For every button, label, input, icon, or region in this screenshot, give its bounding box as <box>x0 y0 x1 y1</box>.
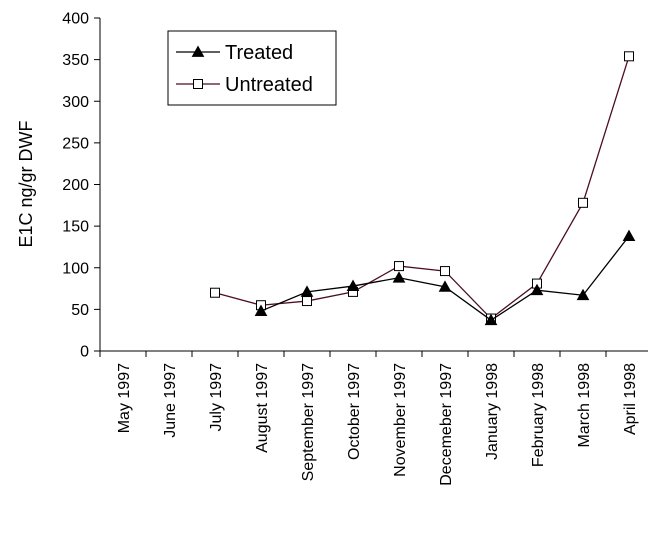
y-tick-label: 350 <box>62 52 89 69</box>
series-line-untreated <box>214 56 630 320</box>
data-point-untreated <box>302 296 312 307</box>
x-tick-label: April 1998 <box>622 363 639 435</box>
legend-marker-treated <box>191 45 205 57</box>
y-tick-label: 100 <box>62 260 89 277</box>
x-tick-label: July 1997 <box>208 363 225 432</box>
legend-marker-untreated <box>193 79 203 89</box>
axes: 0 50 100 150 200 250 300 350 400 May 1997 June 19… <box>62 11 648 486</box>
x-tick-label: March 1998 <box>576 363 593 448</box>
legend-item-treated: Treated <box>176 42 293 64</box>
legend-label-untreated: Untreated <box>225 74 313 96</box>
legend-label-treated: Treated <box>225 42 293 64</box>
x-tick-label: September 1997 <box>300 363 317 481</box>
y-tick-label: 200 <box>62 177 89 194</box>
x-tick-label: February 1998 <box>530 363 547 467</box>
legend-items: Treated Untreated <box>176 42 313 96</box>
y-tick-label: 50 <box>71 302 89 319</box>
y-axis-label: E1C ng/gr DWF <box>16 120 36 247</box>
x-tick-label: November 1997 <box>392 363 409 477</box>
data-point-treated <box>530 283 544 296</box>
y-tick-label: 0 <box>80 344 89 361</box>
legend-item-untreated: Untreated <box>176 74 313 96</box>
x-ticks: May 1997 June 1997 July 1997 August 1997 Sep… <box>99 351 639 486</box>
data-point-treated <box>438 280 452 292</box>
data-point-treated <box>622 229 636 242</box>
x-tick-label: June 1997 <box>162 363 179 438</box>
plot-area <box>210 51 636 326</box>
x-tick-label: January 1998 <box>484 363 501 460</box>
data-point-untreated <box>394 261 404 272</box>
data-point-treated <box>576 288 590 301</box>
data-point-treated <box>254 304 268 316</box>
x-tick-label: August 1997 <box>254 363 271 453</box>
data-point-untreated <box>210 287 220 298</box>
data-point-untreated <box>578 197 588 208</box>
y-tick-label: 250 <box>62 135 89 152</box>
y-tick-label: 300 <box>62 94 89 111</box>
legend-box <box>167 30 337 106</box>
data-point-untreated <box>624 51 634 62</box>
legend: Treated Untreated <box>167 30 337 106</box>
x-tick-label: October 1997 <box>346 363 363 460</box>
y-ticks: 0 50 100 150 200 250 300 350 400 <box>62 11 100 361</box>
data-point-treated <box>484 313 498 326</box>
data-point-treated <box>392 271 406 283</box>
series-line-treated <box>260 235 630 321</box>
data-point-untreated <box>440 266 450 277</box>
series-treated <box>254 229 636 326</box>
data-point-treated <box>300 285 314 297</box>
x-tick-label: May 1997 <box>116 363 133 433</box>
y-tick-label: 400 <box>62 11 89 28</box>
series-untreated <box>210 51 634 324</box>
data-point-treated <box>346 279 360 291</box>
y-tick-label: 150 <box>62 219 89 236</box>
x-tick-label: Decemeber 1997 <box>438 363 455 486</box>
